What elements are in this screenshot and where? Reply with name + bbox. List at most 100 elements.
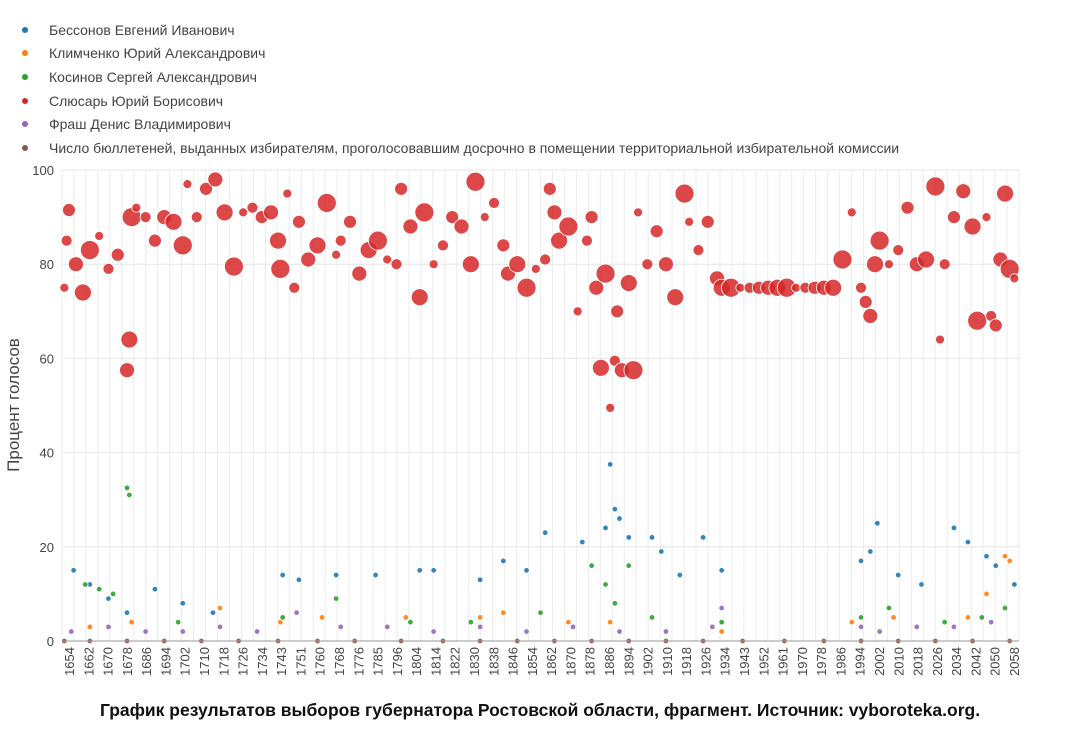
data-point-1[interactable] [658,548,665,555]
data-point-4[interactable] [900,200,915,215]
data-point-3[interactable] [82,581,89,588]
data-point-4[interactable] [334,234,347,247]
data-point-4[interactable] [862,308,879,324]
data-point-1[interactable] [151,585,159,593]
data-point-4[interactable] [172,235,193,256]
data-point-1[interactable] [606,461,614,468]
data-point-4[interactable] [516,277,537,298]
data-point-4[interactable] [855,281,867,294]
data-point-4[interactable] [496,238,511,253]
data-point-4[interactable] [588,279,605,296]
data-point-4[interactable] [465,171,486,192]
data-point-3[interactable] [718,618,725,626]
data-point-3[interactable] [1001,604,1009,612]
data-point-3[interactable] [126,491,133,499]
data-point-2[interactable] [606,618,614,626]
data-point-1[interactable] [867,548,874,555]
data-point-1[interactable] [1011,581,1018,588]
data-point-1[interactable] [523,567,530,574]
data-point-5[interactable] [616,628,623,635]
data-point-4[interactable] [925,176,946,197]
data-point-2[interactable] [128,618,135,626]
data-point-5[interactable] [216,623,224,631]
data-point-4[interactable] [288,281,301,294]
data-point-4[interactable] [343,214,357,229]
legend-item[interactable]: Число бюллетеней, выданных избирателям, … [14,136,899,160]
data-point-3[interactable] [537,609,544,616]
data-point-4[interactable] [955,183,972,200]
data-point-5[interactable] [913,623,920,631]
data-point-4[interactable] [666,288,685,307]
data-point-1[interactable] [500,557,507,565]
data-point-4[interactable] [658,256,674,273]
data-point-4[interactable] [866,255,884,274]
data-point-4[interactable] [1009,273,1020,284]
data-point-4[interactable] [610,304,625,319]
data-point-4[interactable] [382,254,393,265]
data-point-4[interactable] [539,253,552,266]
data-point-4[interactable] [282,188,293,199]
data-point-2[interactable] [402,614,409,621]
data-point-4[interactable] [917,250,935,269]
data-point-4[interactable] [508,255,527,274]
data-point-4[interactable] [428,259,439,270]
data-point-5[interactable] [430,628,437,635]
data-point-5[interactable] [709,623,716,631]
data-point-4[interactable] [94,231,105,241]
data-point-4[interactable] [62,203,76,217]
data-point-4[interactable] [139,211,152,224]
data-point-4[interactable] [246,201,259,214]
data-point-4[interactable] [292,214,306,229]
data-point-2[interactable] [1001,553,1009,560]
data-point-3[interactable] [978,614,986,621]
data-point-1[interactable] [676,571,684,579]
data-point-1[interactable] [123,609,131,616]
data-point-4[interactable] [182,179,193,190]
data-point-3[interactable] [857,614,865,621]
data-point-4[interactable] [316,193,337,213]
data-point-4[interactable] [308,236,327,255]
data-point-4[interactable] [479,212,490,223]
data-point-5[interactable] [476,623,484,631]
data-point-4[interactable] [967,310,988,331]
data-point-4[interactable] [59,282,70,293]
data-point-3[interactable] [941,618,948,626]
data-point-3[interactable] [279,614,286,621]
data-point-1[interactable] [105,595,112,602]
data-point-5[interactable] [569,623,577,631]
data-point-4[interactable] [858,294,873,309]
data-point-5[interactable] [523,628,530,635]
legend-item[interactable]: Косинов Сергей Александрович [14,65,899,89]
data-point-1[interactable] [579,538,586,546]
data-point-2[interactable] [565,618,572,626]
legend-item[interactable]: Фраш Денис Владимирович [14,112,899,136]
data-point-4[interactable] [120,330,139,349]
data-point-3[interactable] [174,618,182,626]
data-point-1[interactable] [332,571,340,579]
data-point-1[interactable] [648,534,656,541]
data-point-1[interactable] [541,529,549,536]
data-point-1[interactable] [295,576,303,583]
data-point-4[interactable] [148,233,162,248]
data-point-5[interactable] [253,628,261,635]
data-point-4[interactable] [649,224,664,239]
data-point-4[interactable] [445,210,460,225]
data-point-5[interactable] [662,628,670,635]
data-point-3[interactable] [625,562,632,569]
data-point-4[interactable] [207,171,224,188]
data-point-2[interactable] [500,609,507,616]
data-point-4[interactable] [641,258,654,271]
data-point-4[interactable] [572,306,583,317]
data-point-1[interactable] [179,600,186,607]
data-point-4[interactable] [368,230,388,251]
data-point-4[interactable] [402,218,419,235]
data-point-1[interactable] [476,576,484,583]
data-point-4[interactable] [215,203,234,222]
data-point-4[interactable] [550,231,568,250]
data-point-4[interactable] [595,263,616,284]
data-point-4[interactable] [735,282,746,293]
data-point-2[interactable] [476,614,484,621]
data-point-4[interactable] [461,255,480,274]
data-point-5[interactable] [142,628,149,635]
data-point-3[interactable] [602,581,609,588]
